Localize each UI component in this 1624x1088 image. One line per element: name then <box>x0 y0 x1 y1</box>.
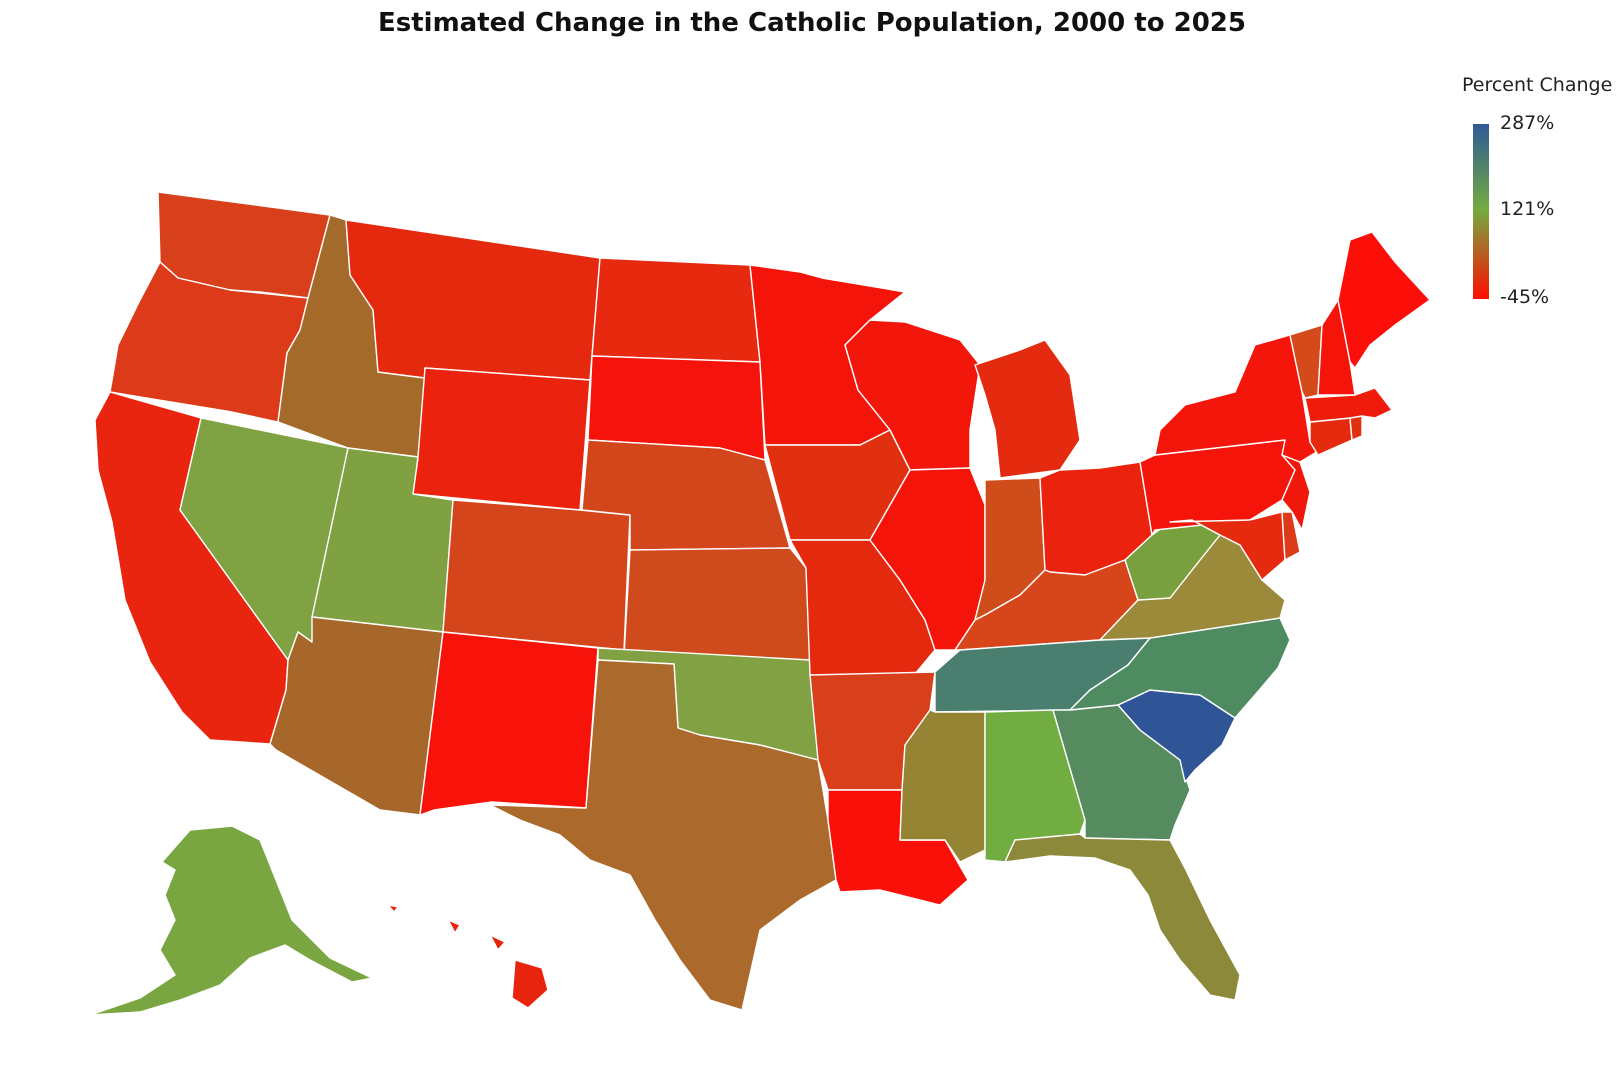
state-ak[interactable] <box>89 825 373 1016</box>
state-ri[interactable] <box>1349 415 1363 441</box>
state-nj[interactable] <box>1281 454 1311 531</box>
state-nd[interactable] <box>591 257 761 363</box>
state-mi[interactable] <box>974 339 1081 479</box>
state-vt[interactable] <box>1289 324 1323 399</box>
state-mt[interactable] <box>345 219 601 381</box>
state-hi[interactable] <box>387 904 549 1009</box>
legend-title: Percent Change <box>1462 74 1613 96</box>
state-ks[interactable] <box>623 547 811 661</box>
state-fl[interactable] <box>1004 833 1241 1001</box>
state-ma[interactable] <box>1304 387 1393 423</box>
legend-color-bar <box>1473 124 1489 299</box>
state-ct[interactable] <box>1309 417 1353 456</box>
map-title: Estimated Change in the Catholic Populat… <box>378 8 1246 38</box>
legend-min-label: -45% <box>1500 286 1550 308</box>
state-wy[interactable] <box>412 367 591 511</box>
state-me[interactable] <box>1337 231 1431 369</box>
legend-max-label: 287% <box>1500 112 1555 134</box>
state-md[interactable] <box>1169 511 1286 581</box>
state-tx[interactable] <box>489 659 837 1011</box>
state-nh[interactable] <box>1317 299 1356 396</box>
state-az[interactable] <box>269 616 444 816</box>
legend-mid-label: 121% <box>1500 198 1555 220</box>
state-co[interactable] <box>442 499 631 651</box>
state-nm[interactable] <box>419 631 599 816</box>
state-de[interactable] <box>1281 511 1301 561</box>
state-il[interactable] <box>869 467 986 651</box>
